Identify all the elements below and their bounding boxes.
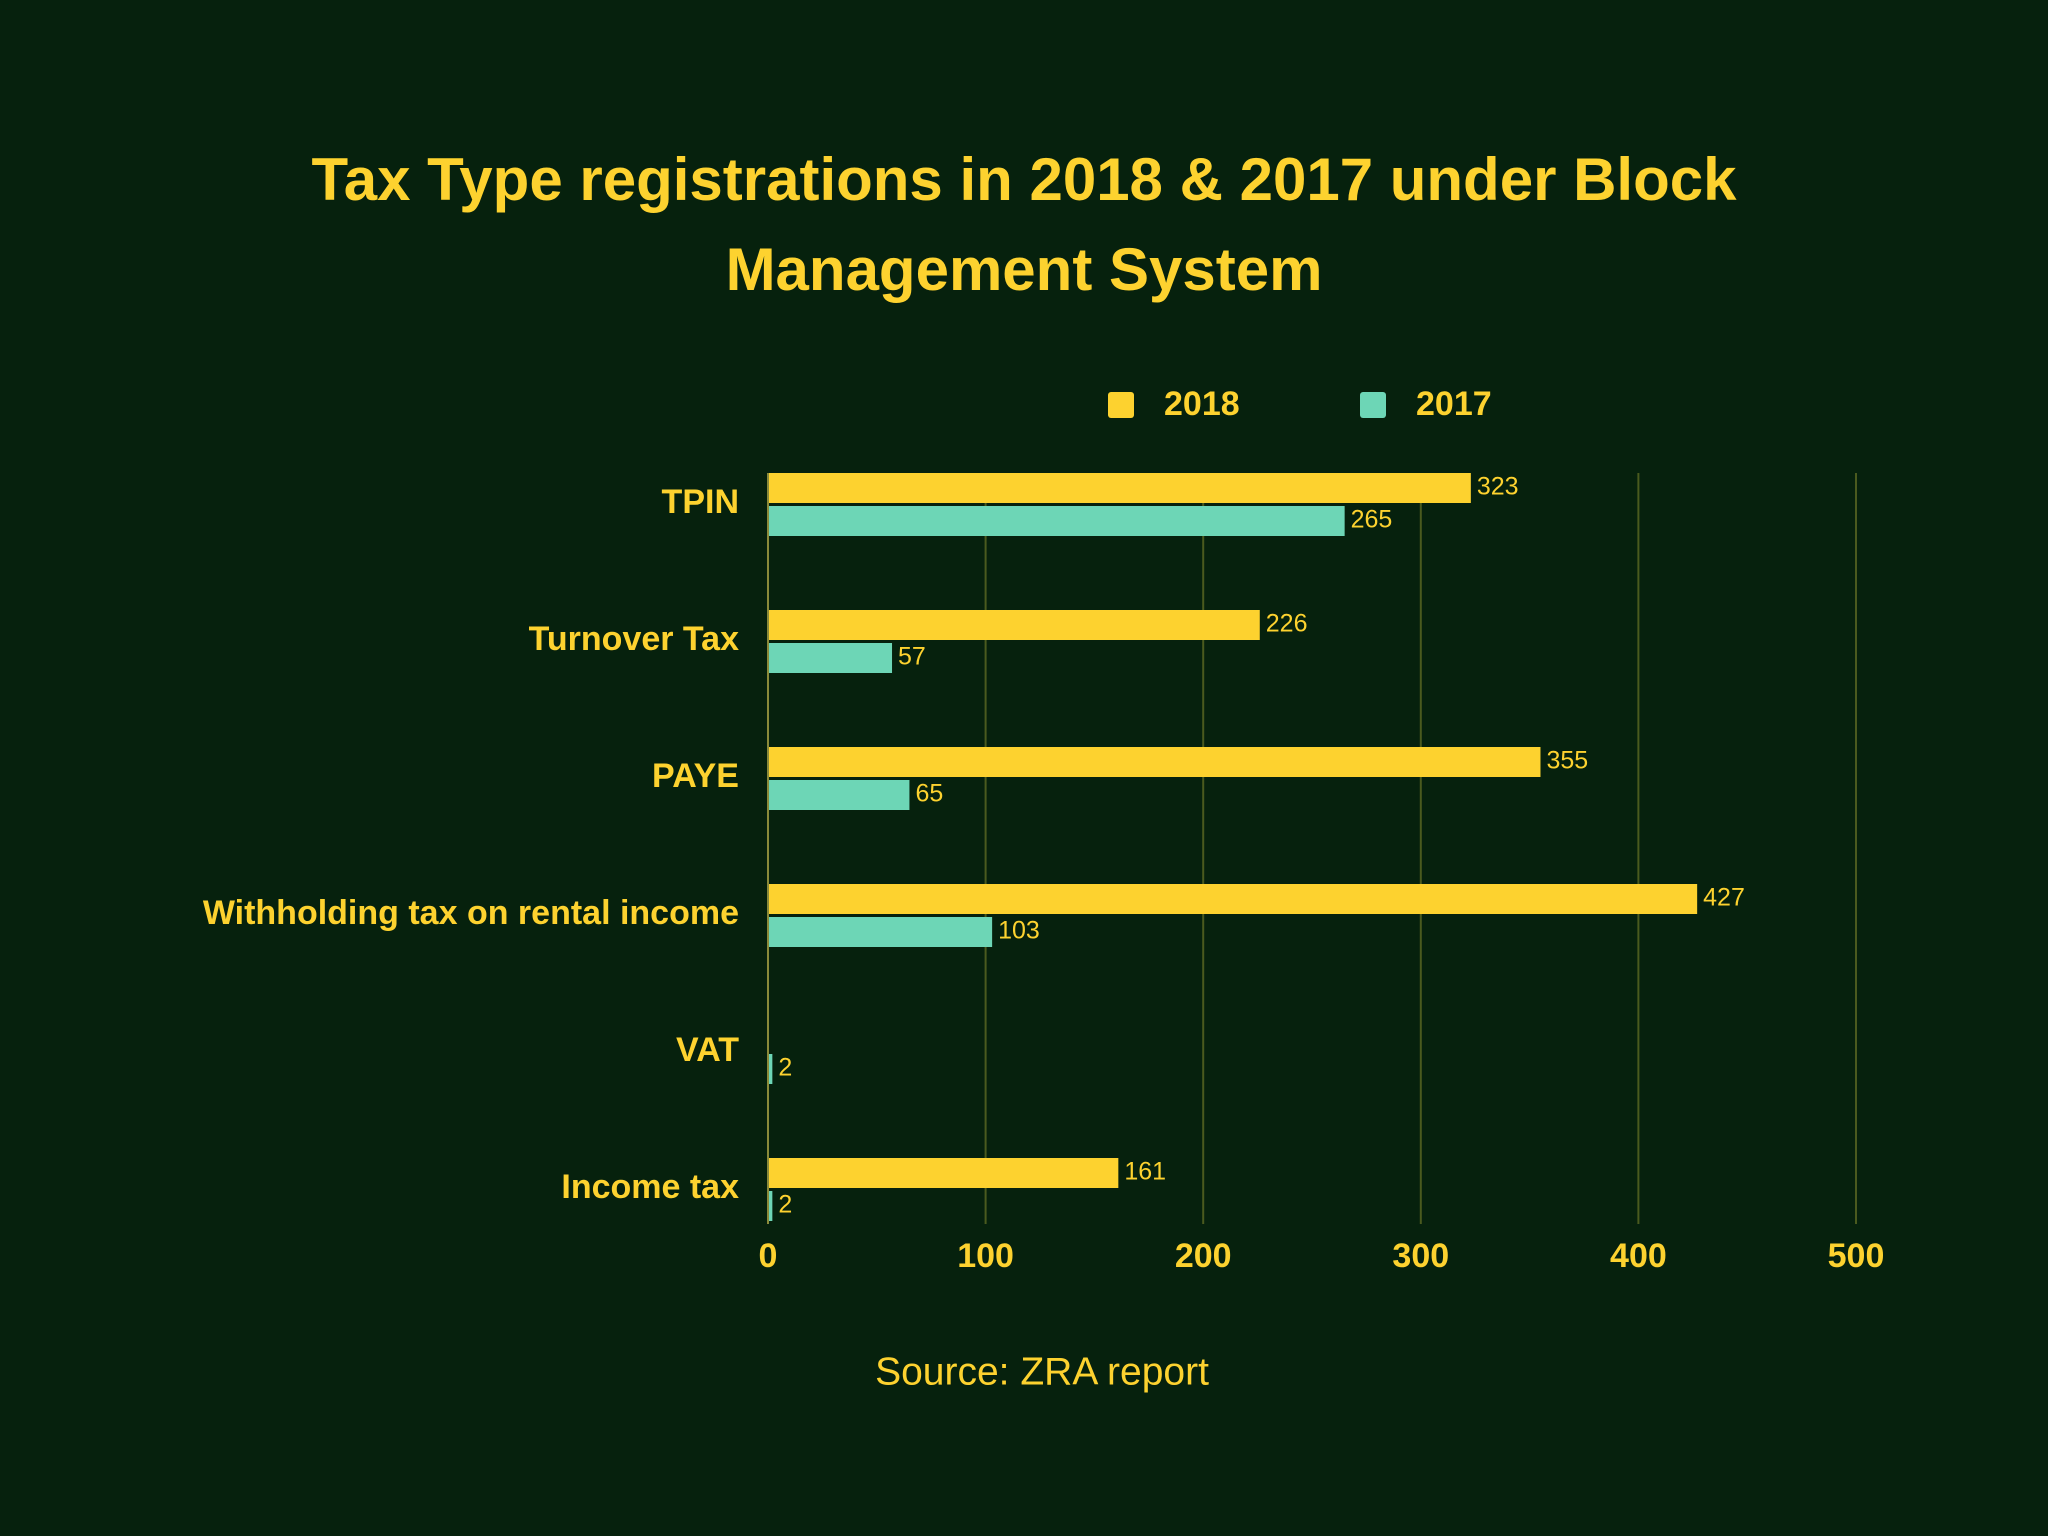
value-label: 355	[1546, 747, 1588, 775]
source: Source: ZRA report	[875, 1350, 1209, 1393]
bar	[768, 1158, 1119, 1188]
bar	[768, 473, 1471, 503]
y-tick-label: Turnover Tax	[529, 620, 739, 658]
legend-swatch	[1108, 392, 1134, 418]
bar	[768, 884, 1698, 914]
legend-label: 2017	[1416, 385, 1492, 423]
value-label: 161	[1124, 1158, 1166, 1186]
x-tick-label: 500	[1828, 1237, 1885, 1275]
value-label: 2	[778, 1054, 792, 1082]
x-tick-label: 0	[759, 1237, 778, 1275]
chart-title: Tax Type registrations in 2018 & 2017 un…	[311, 146, 1737, 303]
legend-label: 2018	[1164, 385, 1240, 423]
bar	[768, 780, 910, 810]
bar	[768, 1054, 773, 1084]
value-label: 226	[1266, 610, 1308, 638]
value-label: 2	[778, 1191, 792, 1219]
value-label: 265	[1351, 506, 1393, 534]
bar	[768, 610, 1260, 640]
bar	[768, 506, 1345, 536]
value-label: 323	[1477, 473, 1519, 501]
value-label: 57	[898, 643, 926, 671]
x-tick-label: 400	[1610, 1237, 1667, 1275]
x-tick-label: 300	[1392, 1237, 1449, 1275]
value-label: 427	[1703, 884, 1745, 912]
value-label: 65	[915, 780, 943, 808]
y-tick-label: Withholding tax on rental income	[203, 894, 739, 932]
legend-swatch	[1360, 392, 1386, 418]
y-tick-label: VAT	[676, 1031, 739, 1069]
bar	[768, 917, 993, 947]
x-tick-label: 100	[957, 1237, 1014, 1275]
bar	[768, 747, 1541, 777]
y-tick-label: TPIN	[662, 483, 739, 521]
value-label: 103	[998, 917, 1040, 945]
bar	[768, 643, 893, 673]
y-tick-label: Income tax	[561, 1168, 739, 1206]
y-tick-label: PAYE	[652, 757, 739, 795]
x-tick-label: 200	[1175, 1237, 1232, 1275]
bar	[768, 1191, 773, 1221]
